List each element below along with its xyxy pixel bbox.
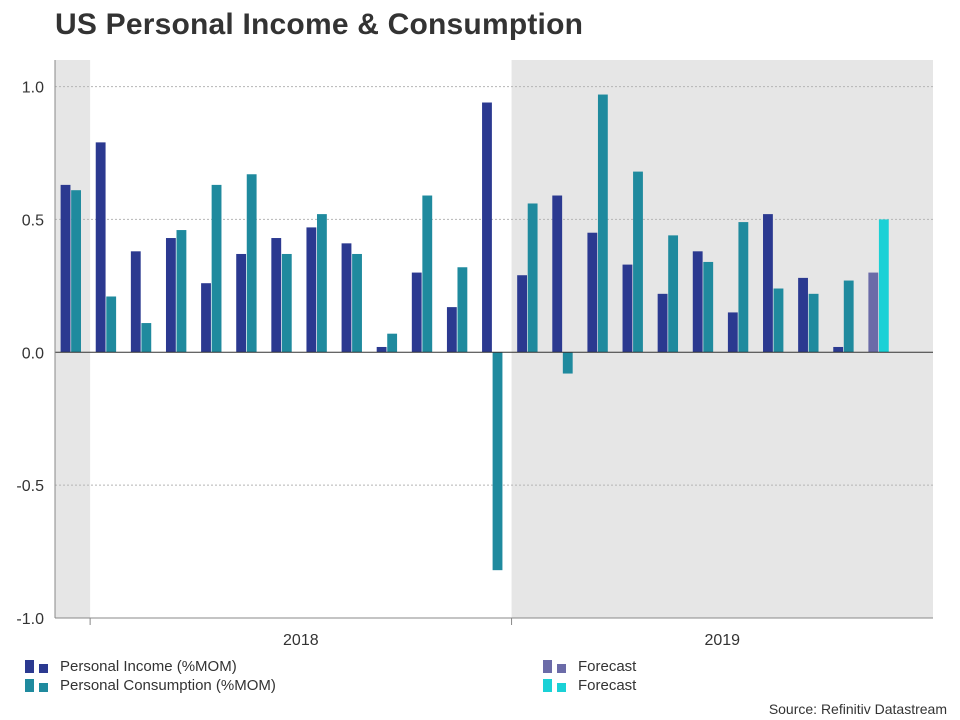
x-year-label: 2018 — [283, 632, 319, 649]
bar-personal-income — [657, 293, 668, 353]
bar-personal-consumption — [316, 214, 327, 353]
bar-personal-consumption — [176, 230, 187, 353]
bar-personal-consumption — [141, 323, 152, 353]
chart-title: US Personal Income & Consumption — [55, 8, 584, 41]
bar-personal-income — [341, 243, 352, 353]
x-year-label: 2019 — [704, 632, 740, 649]
bar-personal-consumption — [843, 280, 854, 353]
bar-personal-income — [833, 346, 844, 353]
bar-personal-consumption — [211, 184, 222, 353]
bar-personal-consumption — [562, 352, 573, 374]
bar-personal-consumption — [633, 171, 643, 353]
legend-swatch-consumption-small — [39, 683, 48, 692]
bar-forecast-income — [868, 272, 879, 353]
bar-personal-consumption — [281, 253, 292, 353]
bar-personal-consumption — [738, 222, 749, 353]
bar-personal-income — [763, 214, 773, 353]
bar-personal-consumption — [597, 94, 608, 353]
bar-personal-income — [446, 307, 457, 353]
bar-personal-income — [798, 277, 808, 353]
y-tick-label: 0.0 — [22, 345, 44, 362]
bar-personal-income — [411, 272, 422, 353]
bar-personal-income — [692, 251, 703, 353]
bar-personal-income — [306, 227, 317, 353]
legend-swatch-forecast-consumption-small — [557, 683, 566, 692]
bar-personal-consumption — [387, 333, 398, 353]
legend-swatch-forecast-income-small — [557, 664, 566, 673]
bar-personal-income — [201, 283, 211, 353]
bar-personal-consumption — [527, 203, 538, 353]
y-tick-label: 0.5 — [22, 212, 44, 229]
bar-personal-income — [727, 312, 738, 353]
source-note: Source: Refinitiv Datastream — [768, 701, 947, 717]
bar-personal-consumption — [808, 293, 819, 353]
bar-personal-consumption — [246, 174, 257, 353]
legend-label-forecast-income: Forecast — [578, 658, 637, 675]
bar-personal-income — [517, 275, 528, 353]
bar-personal-income — [482, 102, 492, 353]
legend-swatch-income — [25, 660, 34, 673]
legend-swatch-forecast-consumption — [543, 679, 552, 692]
bar-personal-income — [130, 251, 141, 353]
bar-personal-income — [271, 238, 282, 353]
legend-label-forecast-consumption: Forecast — [578, 677, 637, 694]
bar-personal-income — [552, 195, 563, 353]
bar-personal-consumption — [492, 352, 503, 571]
legend-swatch-income-small — [39, 664, 48, 673]
y-tick-label: -0.5 — [16, 478, 44, 495]
bar-personal-consumption — [773, 288, 784, 353]
bar-personal-income — [236, 253, 247, 353]
y-tick-label: -1.0 — [16, 611, 44, 628]
bar-personal-consumption — [457, 267, 468, 353]
legend-label-consumption: Personal Consumption (%MOM) — [60, 677, 276, 694]
bar-forecast-consumption — [878, 219, 889, 353]
bar-personal-income — [376, 346, 387, 353]
bar-personal-income — [622, 264, 633, 353]
bar-personal-consumption — [703, 261, 714, 353]
bar-personal-consumption — [106, 296, 117, 353]
y-tick-label: 1.0 — [22, 80, 44, 97]
legend-swatch-forecast-income — [543, 660, 552, 673]
legend-swatch-consumption — [25, 679, 34, 692]
legend-label-income: Personal Income (%MOM) — [60, 658, 237, 675]
shaded-period-2019 — [511, 60, 933, 618]
bar-personal-income — [60, 184, 71, 353]
bar-personal-consumption — [668, 235, 679, 353]
bar-personal-income — [165, 238, 176, 353]
bar-personal-income — [95, 142, 106, 353]
bar-personal-income — [587, 232, 598, 353]
bar-personal-consumption — [422, 195, 433, 353]
bar-personal-consumption — [71, 190, 81, 353]
bar-personal-consumption — [352, 253, 362, 353]
